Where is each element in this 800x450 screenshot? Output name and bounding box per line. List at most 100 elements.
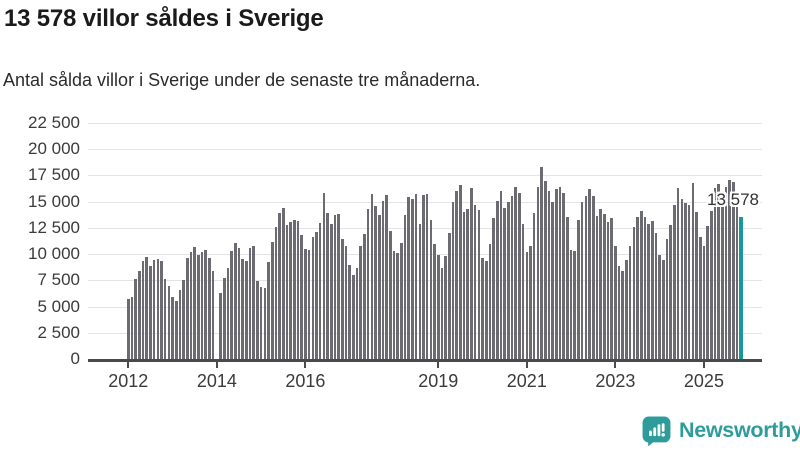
bar — [628, 245, 632, 359]
bar — [193, 246, 196, 359]
y-tick-label: 7 500 — [37, 270, 80, 290]
bar — [584, 196, 588, 359]
bar — [492, 218, 495, 359]
bar — [569, 249, 573, 359]
bar — [555, 189, 558, 359]
y-tick-label: 22 500 — [28, 113, 80, 132]
bar — [263, 287, 267, 359]
bar — [735, 200, 739, 359]
brand-name: Newsworthy — [679, 417, 800, 442]
bar — [665, 239, 669, 359]
y-tick-label: 10 000 — [28, 244, 80, 264]
bar — [392, 250, 396, 359]
bar — [466, 209, 470, 359]
bar — [156, 259, 160, 359]
bar — [658, 255, 661, 359]
bar — [307, 249, 311, 359]
bar — [285, 224, 289, 359]
bar — [577, 219, 580, 359]
gridline — [88, 280, 762, 282]
x-tick — [525, 362, 528, 368]
bar — [425, 194, 429, 359]
x-tick-label: 2019 — [418, 371, 459, 391]
x-tick-label: 2014 — [196, 371, 237, 391]
bar — [510, 196, 514, 359]
bar — [259, 286, 263, 359]
bar — [444, 256, 447, 359]
gridline — [88, 175, 762, 177]
bar — [418, 223, 422, 359]
bar — [617, 265, 621, 359]
bar — [451, 201, 455, 359]
bar — [326, 213, 329, 359]
gridline — [88, 306, 762, 308]
bar — [680, 198, 684, 359]
bar — [234, 242, 237, 359]
bar — [595, 216, 599, 359]
bar — [355, 267, 359, 359]
bar — [503, 207, 506, 359]
bar-chart: 0 2 500 5 000 7 500 10 000 12 500 15 000 17 500… — [0, 113, 800, 409]
y-tick-label: 17 500 — [28, 165, 80, 185]
y-axis-labels: 0 2 500 5 000 7 500 10 000 12 500 15 000 17 500… — [0, 113, 80, 368]
x-tick — [702, 362, 705, 368]
bar — [352, 275, 355, 359]
bar — [337, 214, 340, 359]
bar — [625, 260, 628, 359]
bar — [632, 226, 636, 359]
bar — [329, 223, 333, 359]
bar — [300, 235, 304, 359]
bar — [278, 213, 281, 359]
plot-area: 2012 2014 2016 2019 2021 2023 2025 13 578 — [88, 123, 762, 391]
bar — [562, 193, 565, 359]
bar — [603, 214, 606, 359]
bar — [318, 222, 322, 359]
bar — [381, 200, 385, 359]
bar — [241, 259, 244, 359]
bar — [440, 267, 444, 359]
gridline — [88, 227, 762, 229]
bar — [182, 280, 185, 359]
bar — [344, 245, 348, 359]
gridline — [88, 123, 762, 124]
bar — [706, 225, 709, 359]
y-tick-label: 12 500 — [28, 217, 80, 237]
bar — [588, 189, 591, 359]
x-tick-label: 2016 — [285, 371, 326, 391]
bar — [174, 301, 178, 359]
bar — [167, 285, 171, 359]
bar — [654, 233, 658, 359]
bar — [643, 217, 647, 359]
bar — [186, 258, 189, 359]
bar — [197, 255, 200, 359]
bar — [293, 219, 296, 359]
bar — [691, 182, 695, 359]
bar — [145, 257, 149, 359]
bar — [252, 245, 256, 359]
bar — [245, 261, 248, 359]
bar — [591, 196, 595, 359]
bar — [673, 204, 676, 359]
bar — [370, 194, 374, 359]
bar — [721, 192, 724, 359]
bar — [200, 252, 204, 359]
bar — [374, 205, 377, 359]
bar — [130, 297, 134, 359]
bar — [333, 215, 337, 359]
bar — [540, 167, 543, 359]
bar — [639, 211, 643, 359]
bar — [717, 183, 720, 359]
bar — [518, 193, 521, 359]
bar — [621, 270, 625, 359]
bar — [481, 258, 484, 359]
bar — [304, 248, 307, 359]
highlighted-bar — [739, 216, 743, 359]
x-tick-label: 2023 — [595, 371, 636, 391]
value-annotation: 13 578 — [707, 189, 759, 209]
bar — [248, 247, 252, 359]
bar — [160, 261, 163, 359]
newsworthy-logo-icon — [642, 416, 671, 446]
bar — [614, 245, 617, 359]
bar — [289, 221, 292, 359]
bar — [429, 219, 433, 359]
